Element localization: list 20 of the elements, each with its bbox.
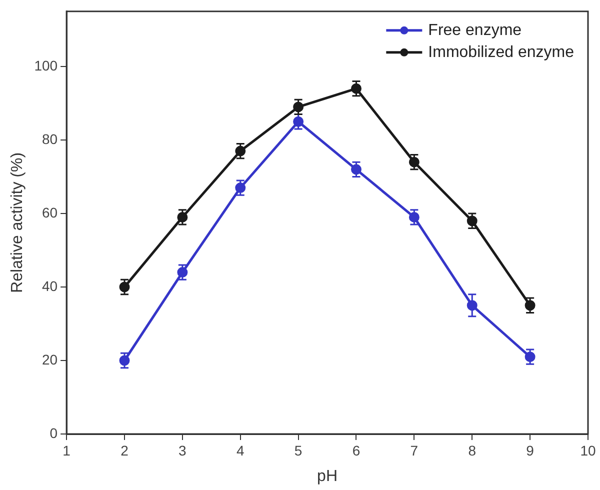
y-tick-label: 20: [42, 351, 58, 368]
x-tick-label: 1: [62, 442, 71, 458]
x-tick-label: 4: [236, 442, 244, 458]
y-tick-label: 40: [42, 278, 58, 294]
y-tick-label: 100: [34, 57, 58, 74]
y-tick-label: 60: [42, 204, 58, 220]
x-tick-label: 3: [178, 442, 187, 458]
x-tick-label: 10: [580, 442, 596, 458]
y-tick-label: 80: [42, 130, 58, 147]
legend-label: Free enzyme: [428, 22, 522, 39]
x-tick-label: 9: [526, 442, 534, 458]
legend-label: Immobilized enzyme: [428, 44, 574, 61]
x-tick-label: 2: [120, 442, 129, 458]
x-tick-label: 6: [352, 442, 360, 458]
x-axis-title: pH: [317, 468, 338, 485]
x-tick-label: 5: [294, 442, 302, 458]
y-tick-label: 0: [50, 424, 58, 441]
y-axis-title: Relative activity (%): [9, 152, 26, 293]
x-tick-label: 7: [410, 442, 418, 458]
x-tick-label: 8: [468, 442, 476, 458]
